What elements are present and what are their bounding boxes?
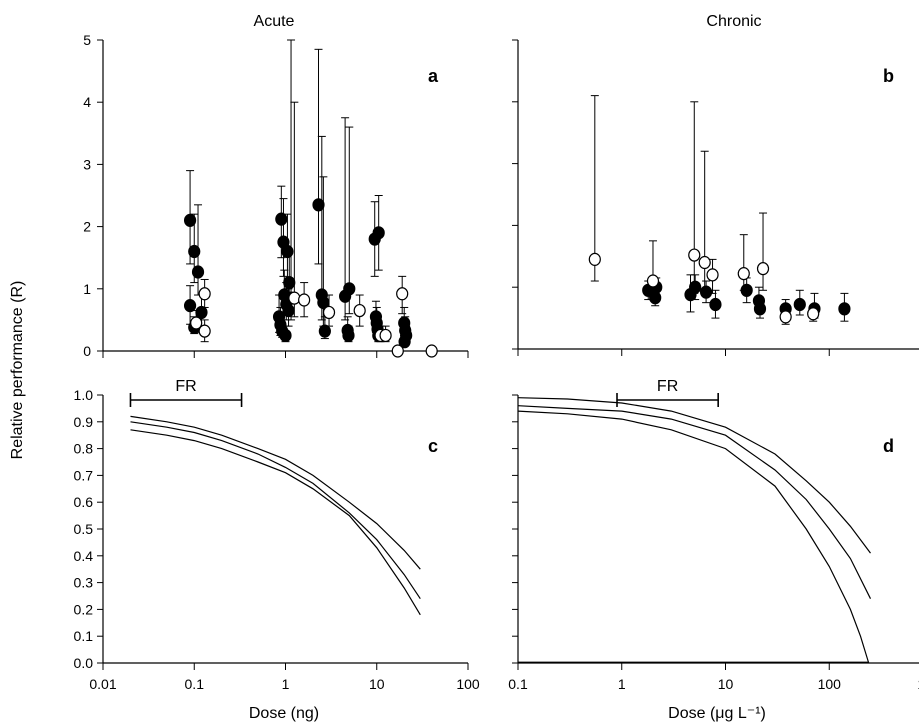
data-point-open	[353, 303, 366, 318]
data-point-filled	[183, 213, 197, 227]
data-point-filled	[279, 328, 292, 343]
data-point-open	[198, 324, 211, 338]
y-tick-label: 0.6	[74, 494, 94, 510]
fr-label: FR	[657, 378, 678, 395]
panel-label-b: b	[883, 66, 894, 86]
x-tick-label: 0.1	[185, 676, 205, 692]
data-point-filled	[838, 302, 851, 316]
data-point-filled	[183, 298, 197, 313]
panel-label-a: a	[428, 66, 439, 86]
y-tick-label: 5	[83, 32, 91, 48]
data-point-filled	[275, 212, 288, 226]
response-curve	[130, 415, 421, 570]
data-point-filled	[398, 335, 411, 349]
x-tick-label: 10	[369, 676, 385, 692]
panel-c: 0.0 0.1 0.2 0.3 0.4 0.5 0.6 0.7 0.8 0.9 1.0 0.01 0.1…	[74, 378, 480, 692]
panel-d: 0.1 1 10 100 1000 FR	[508, 378, 919, 692]
data-point-open	[588, 252, 601, 266]
data-point-open	[198, 287, 211, 301]
data-point-filled	[709, 297, 722, 312]
x-axis-label-chronic: Dose (μg L⁻¹)	[668, 705, 766, 722]
y-tick-label: 0.0	[74, 655, 94, 671]
data-point-filled	[318, 324, 331, 338]
response-curve	[130, 421, 421, 600]
x-axis-label-acute: Dose (ng)	[249, 705, 319, 722]
panel-label-d: d	[883, 436, 894, 456]
y-tick-label: 3	[83, 156, 91, 172]
data-point-open	[391, 344, 404, 358]
y-tick-label: 2	[83, 219, 91, 235]
fr-label: FR	[175, 378, 196, 395]
y-tick-label: 0.3	[74, 575, 94, 591]
y-tick-label: 4	[83, 94, 91, 110]
data-point-open	[298, 293, 311, 307]
data-point-open	[779, 310, 792, 324]
x-tick-label: 10	[718, 676, 734, 692]
data-point-open	[379, 328, 392, 343]
y-tick-label: 0.1	[74, 628, 94, 644]
y-tick-label: 0.4	[74, 548, 94, 564]
data-point-filled	[312, 198, 325, 212]
data-point-open	[646, 274, 660, 288]
response-curve	[517, 410, 870, 664]
x-tick-label: 1	[282, 676, 290, 692]
data-point-filled	[342, 328, 355, 343]
data-point-filled	[689, 280, 702, 294]
data-point-open	[190, 316, 203, 330]
data-point-filled	[753, 302, 767, 316]
y-tick-label: 0.9	[74, 414, 94, 430]
panel-b	[512, 39, 919, 356]
x-tick-label: 1000	[917, 676, 919, 692]
data-point-filled	[372, 226, 385, 240]
title-chronic: Chronic	[706, 13, 761, 30]
title-acute: Acute	[254, 13, 295, 30]
data-point-open	[688, 248, 701, 262]
y-axis-label: Relative performance (R)	[9, 281, 26, 460]
x-tick-label: 100	[456, 676, 480, 692]
response-curve	[517, 397, 871, 554]
data-point-open	[288, 291, 301, 305]
response-curve	[517, 405, 872, 599]
x-tick-label: 0.1	[508, 676, 528, 692]
data-point-filled	[188, 244, 201, 259]
y-tick-label: 1.0	[74, 387, 94, 403]
data-point-open	[698, 255, 711, 270]
data-point-filled	[282, 303, 295, 318]
y-tick-label: 1	[83, 281, 91, 297]
data-point-filled	[191, 265, 205, 279]
data-point-open	[706, 268, 719, 282]
data-point-open	[737, 267, 750, 281]
x-tick-label: 1	[618, 676, 626, 692]
data-point-filled	[699, 285, 713, 299]
data-point-open	[396, 287, 409, 301]
data-point-filled	[343, 282, 356, 296]
y-tick-label: 0.8	[74, 441, 94, 457]
data-point-open	[322, 305, 336, 320]
data-point-filled	[793, 297, 806, 312]
y-tick-label: 0.5	[74, 521, 94, 537]
x-tick-label: 0.01	[89, 676, 116, 692]
response-curve	[130, 429, 421, 616]
panel-a: 0 1 2 3 4 5	[83, 32, 469, 359]
data-point-open	[425, 344, 438, 358]
data-point-open	[756, 262, 770, 276]
y-tick-label: 0.7	[74, 467, 94, 483]
y-tick-label: 0	[83, 343, 91, 359]
panel-label-c: c	[428, 436, 438, 456]
x-tick-label: 100	[818, 676, 842, 692]
y-tick-label: 0.2	[74, 601, 94, 617]
data-point-open	[807, 307, 820, 321]
